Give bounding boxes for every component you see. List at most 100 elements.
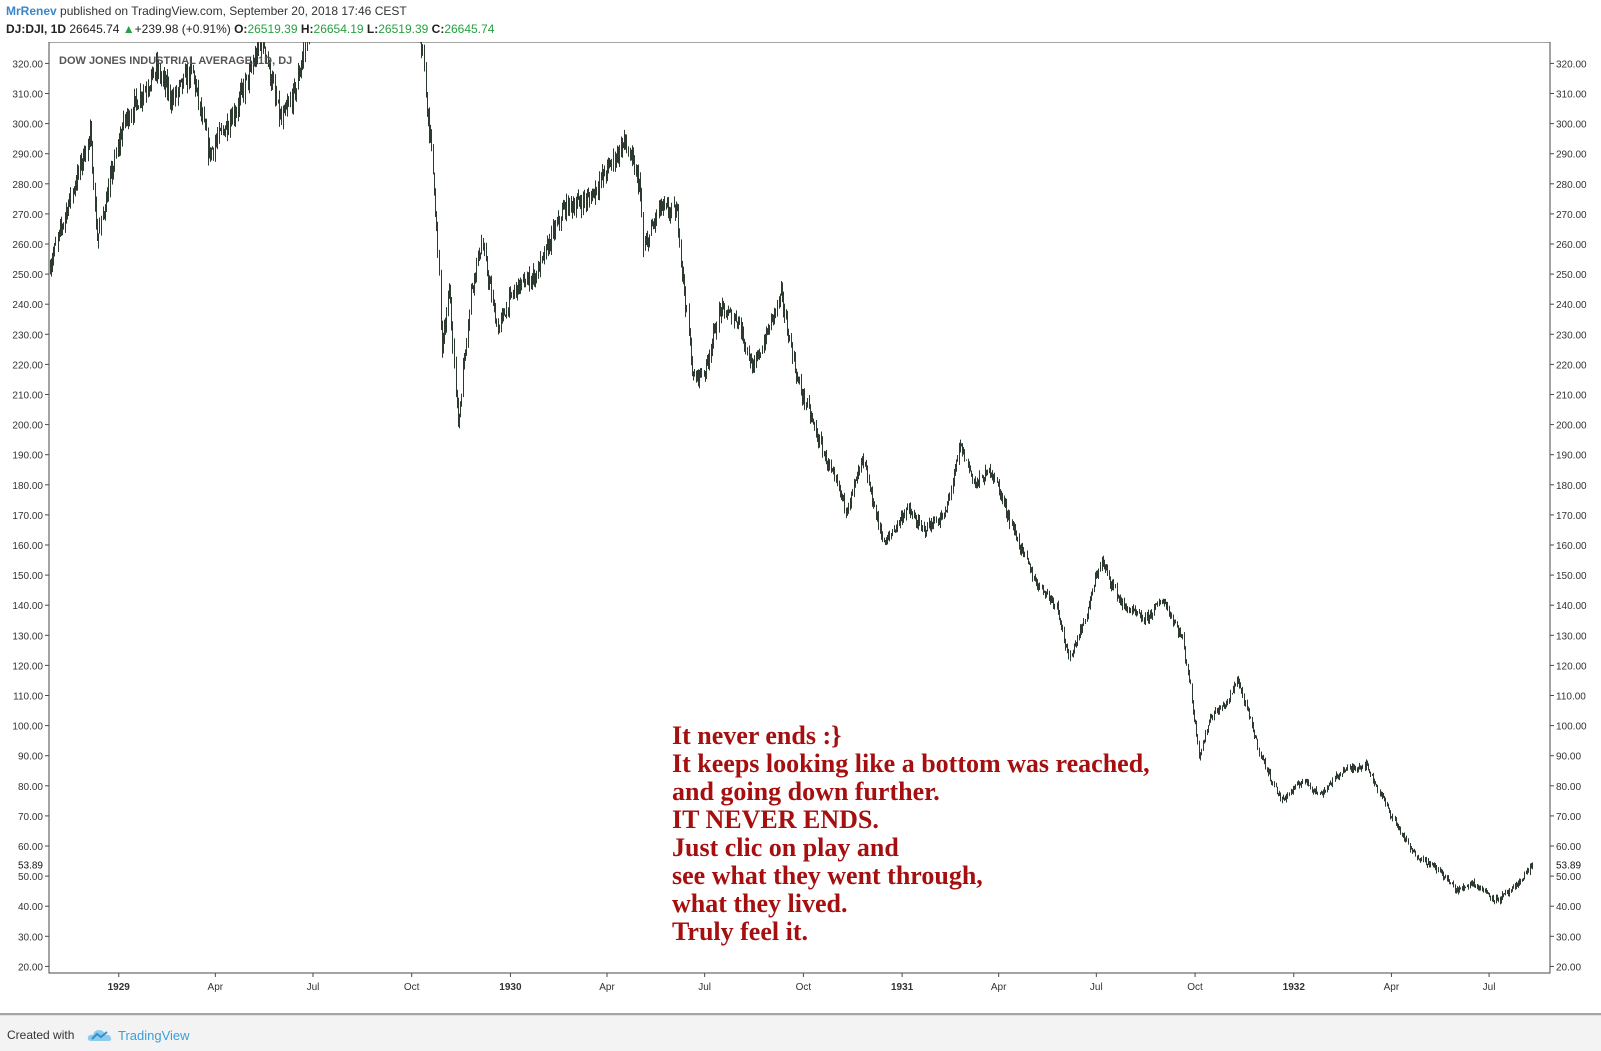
y-tick-label: 270.00 xyxy=(12,210,43,221)
close-label: C: xyxy=(431,22,445,36)
tradingview-cloud-icon[interactable] xyxy=(87,1027,113,1043)
y-tick-label: 80.00 xyxy=(18,782,43,793)
y-tick-label: 130.00 xyxy=(12,631,43,642)
y-tick-label: 290.00 xyxy=(12,150,43,161)
y-tick-label: 320.00 xyxy=(1556,59,1587,70)
open-label: O: xyxy=(234,22,248,36)
y-tick-label: 270.00 xyxy=(1556,210,1587,221)
y-tick-label: 260.00 xyxy=(1556,240,1587,251)
y-tick-label: 110.00 xyxy=(13,692,43,703)
y-tick-label: 80.00 xyxy=(1556,782,1581,793)
y-tick-label: 120.00 xyxy=(1556,661,1587,672)
plot-area[interactable] xyxy=(48,42,1551,974)
y-tick-label: 260.00 xyxy=(12,240,43,251)
y-tick-label: 50.00 xyxy=(1556,872,1581,883)
y-tick-label: 210.00 xyxy=(1556,391,1587,402)
y-tick-label: 100.00 xyxy=(1556,722,1587,733)
y-tick-label: 290.00 xyxy=(1556,150,1587,161)
y-tick-label: 60.00 xyxy=(18,842,43,853)
y-tick-label: 90.00 xyxy=(1556,752,1581,763)
y-tick-label: 300.00 xyxy=(12,120,43,131)
x-tick-label: 1930 xyxy=(499,982,522,993)
x-tick-label: Apr xyxy=(599,982,615,993)
y-tick-label: 150.00 xyxy=(12,571,43,582)
current-value-label: 53.89 xyxy=(1556,860,1581,871)
y-tick-label: 130.00 xyxy=(1556,631,1587,642)
symbol-info: DJ:DJI, 1D 26645.74 ▲+239.98 (+0.91%) O:… xyxy=(6,22,494,36)
y-tick-label: 240.00 xyxy=(12,300,43,311)
x-tick-label: Oct xyxy=(796,982,812,993)
x-tick-label: Apr xyxy=(991,982,1007,993)
high-label: H: xyxy=(300,22,314,36)
annotation-line: and going down further. xyxy=(672,777,940,806)
chart-title: DOW JONES INDUSTRIAL AVERAGE, 1D, DJ xyxy=(59,55,292,67)
y-tick-label: 240.00 xyxy=(1556,300,1587,311)
y-tick-label: 230.00 xyxy=(1556,330,1587,341)
price-change: +239.98 (+0.91%) xyxy=(134,22,231,36)
y-tick-label: 320.00 xyxy=(12,59,43,70)
x-tick-label: 1932 xyxy=(1283,982,1306,993)
y-tick-label: 250.00 xyxy=(12,270,43,281)
current-value-label: 53.89 xyxy=(18,860,43,871)
price-chart[interactable]: 320.00 320.00 310.00 310.00 300.00 300.00 290.… xyxy=(0,42,1601,1015)
y-tick-label: 250.00 xyxy=(1556,270,1587,281)
author-link[interactable]: MrRenev xyxy=(6,4,57,18)
annotation-line: Just clic on play and xyxy=(672,833,899,862)
y-tick-label: 170.00 xyxy=(12,511,43,522)
y-tick-label: 160.00 xyxy=(12,541,43,552)
y-tick-label: 40.00 xyxy=(18,902,43,913)
y-tick-label: 160.00 xyxy=(1556,541,1587,552)
y-tick-label: 140.00 xyxy=(12,601,43,612)
x-tick-label: Jul xyxy=(1090,982,1103,993)
y-tick-label: 200.00 xyxy=(12,421,43,432)
tradingview-link[interactable]: TradingView xyxy=(118,1028,190,1043)
publish-text: published on TradingView.com, September … xyxy=(60,4,407,18)
annotation-line: IT NEVER ENDS. xyxy=(672,805,879,834)
y-tick-label: 220.00 xyxy=(12,360,43,371)
y-tick-label: 200.00 xyxy=(1556,421,1587,432)
y-tick-label: 210.00 xyxy=(12,391,43,402)
y-tick-label: 140.00 xyxy=(1556,601,1587,612)
last-price: 26645.74 xyxy=(69,22,120,36)
y-tick-label: 180.00 xyxy=(1556,481,1587,492)
created-with-label: Created with xyxy=(7,1028,75,1042)
y-tick-label: 150.00 xyxy=(1556,571,1587,582)
y-tick-label: 40.00 xyxy=(1556,902,1581,913)
y-tick-label: 30.00 xyxy=(1556,932,1581,943)
symbol-label: DJ:DJI, 1D xyxy=(6,22,67,36)
open-value: 26519.39 xyxy=(247,22,298,36)
footer-bar: Created with TradingView xyxy=(0,1015,1601,1051)
y-tick-label: 110.00 xyxy=(1556,692,1586,703)
y-tick-label: 70.00 xyxy=(18,812,43,823)
x-tick-label: Jul xyxy=(698,982,711,993)
annotation-text: It never ends :} It keeps looking like a… xyxy=(672,722,1150,946)
x-tick-label: Apr xyxy=(1384,982,1400,993)
low-label: L: xyxy=(366,22,379,36)
y-tick-label: 20.00 xyxy=(1556,962,1581,973)
y-tick-label: 30.00 xyxy=(18,932,43,943)
publish-info: MrRenev published on TradingView.com, Se… xyxy=(6,4,407,18)
y-tick-label: 280.00 xyxy=(1556,180,1587,191)
y-tick-label: 230.00 xyxy=(12,330,43,341)
y-tick-label: 190.00 xyxy=(12,451,43,462)
y-tick-label: 310.00 xyxy=(1556,90,1587,101)
y-tick-label: 300.00 xyxy=(1556,120,1587,131)
x-tick-label: Jul xyxy=(307,982,320,993)
annotation-line: what they lived. xyxy=(672,889,848,918)
close-value: 26645.74 xyxy=(444,22,495,36)
y-tick-label: 280.00 xyxy=(12,180,43,191)
x-tick-label: Jul xyxy=(1483,982,1496,993)
annotation-line: It never ends :} xyxy=(672,721,842,750)
x-tick-label: Oct xyxy=(404,982,420,993)
x-tick-label: 1931 xyxy=(891,982,914,993)
low-value: 26519.39 xyxy=(378,22,429,36)
x-tick-label: Oct xyxy=(1187,982,1203,993)
annotation-line: Truly feel it. xyxy=(672,917,808,946)
y-tick-label: 70.00 xyxy=(1556,812,1581,823)
y-tick-label: 170.00 xyxy=(1556,511,1587,522)
y-tick-label: 20.00 xyxy=(18,962,43,973)
triangle-up-icon: ▲ xyxy=(122,22,135,36)
y-tick-label: 100.00 xyxy=(12,722,43,733)
high-value: 26654.19 xyxy=(313,22,364,36)
y-tick-label: 120.00 xyxy=(12,661,43,672)
